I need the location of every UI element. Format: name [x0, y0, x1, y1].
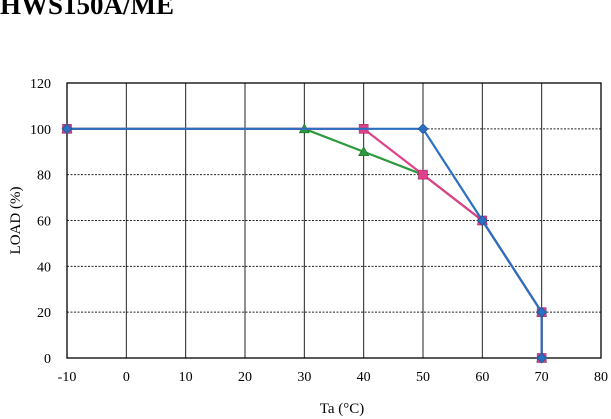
x-tick-label: 50 — [416, 370, 430, 385]
data-point — [358, 146, 370, 157]
y-tick-label: 60 — [37, 215, 51, 230]
x-tick-label: 30 — [297, 370, 311, 385]
series-3 — [61, 123, 548, 364]
y-tick-label: 20 — [37, 306, 51, 321]
data-point — [536, 352, 548, 364]
x-tick-label: 40 — [357, 370, 371, 385]
plot-frame — [66, 82, 602, 359]
x-tick-label: -10 — [58, 370, 77, 385]
y-tick-label: 40 — [37, 260, 51, 275]
y-tick-label: 0 — [44, 352, 51, 367]
chart-title: HWS150A/ME — [0, 0, 174, 20]
x-tick-label: 70 — [535, 370, 549, 385]
data-point — [61, 123, 73, 135]
y-tick-label: 80 — [37, 169, 51, 184]
x-axis-label: Ta (°C) — [320, 401, 365, 417]
y-tick-label: 100 — [30, 123, 51, 138]
data-point — [418, 169, 428, 180]
grid — [67, 83, 601, 358]
x-tick-label: 80 — [594, 370, 608, 385]
x-tick-label: 60 — [475, 370, 489, 385]
series-group — [61, 123, 548, 364]
y-tick-labels: 0 20 40 60 80 100 120 — [30, 77, 51, 367]
y-axis-label: LOAD (%) — [8, 187, 24, 255]
data-point — [417, 123, 429, 135]
y-tick-label: 120 — [30, 77, 51, 92]
x-tick-label: 20 — [238, 370, 252, 385]
data-point — [476, 215, 488, 226]
x-tick-label: 0 — [123, 370, 130, 385]
data-point — [536, 306, 548, 318]
x-tick-label: 10 — [179, 370, 193, 385]
x-tick-labels: -10 0 10 20 30 40 50 60 70 80 — [58, 370, 608, 385]
